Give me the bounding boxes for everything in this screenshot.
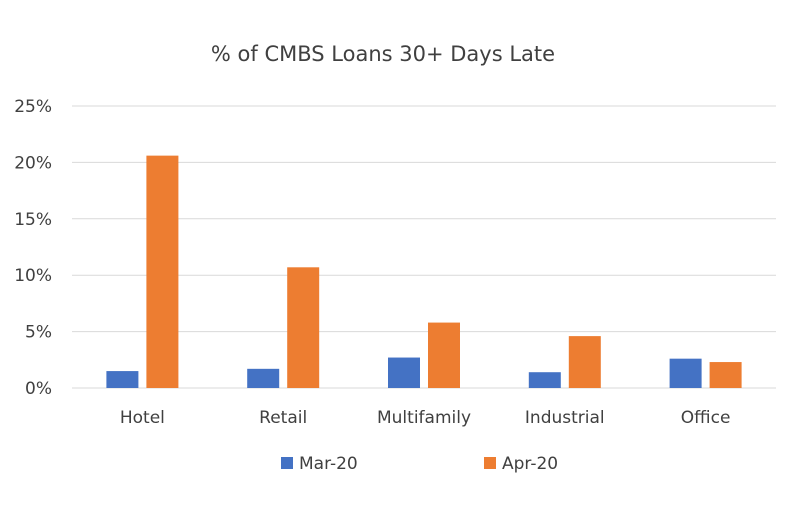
y-tick-label: 5% [25, 323, 52, 343]
y-tick-label: 20% [14, 153, 52, 173]
bar-retail-mar-20 [247, 368, 280, 388]
x-tick-label: Hotel [120, 408, 165, 428]
bar-office-apr-20 [709, 362, 742, 388]
legend-label: Apr-20 [502, 454, 558, 474]
y-tick-label: 25% [14, 97, 52, 117]
x-tick-label: Multifamily [377, 408, 471, 428]
chart-title: % of CMBS Loans 30+ Days Late [211, 42, 555, 66]
y-tick-label: 10% [14, 266, 52, 286]
x-tick-label: Office [681, 408, 731, 428]
y-tick-label: 0% [25, 379, 52, 399]
bar-hotel-mar-20 [106, 371, 139, 388]
legend-swatch [484, 457, 496, 469]
legend-label: Mar-20 [299, 454, 358, 474]
bar-multifamily-apr-20 [428, 322, 460, 388]
bar-industrial-mar-20 [528, 372, 561, 388]
bar-industrial-apr-20 [568, 336, 601, 388]
x-tick-label: Retail [259, 408, 307, 428]
x-tick-label: Industrial [525, 408, 605, 428]
bar-multifamily-mar-20 [388, 357, 420, 388]
gridlines [72, 105, 776, 389]
bar-hotel-apr-20 [146, 155, 179, 388]
y-tick-label: 15% [14, 210, 52, 230]
x-axis-ticks: Hotel Retail Multifamily Industrial Office [120, 408, 731, 428]
legend: Mar-20 Apr-20 [281, 454, 558, 474]
bar-office-mar-20 [669, 358, 702, 388]
bars [106, 155, 742, 388]
y-axis-ticks: 0% 5% 10% 15% 20% 25% [14, 97, 52, 399]
bar-retail-apr-20 [287, 267, 320, 388]
legend-swatch [281, 457, 293, 469]
